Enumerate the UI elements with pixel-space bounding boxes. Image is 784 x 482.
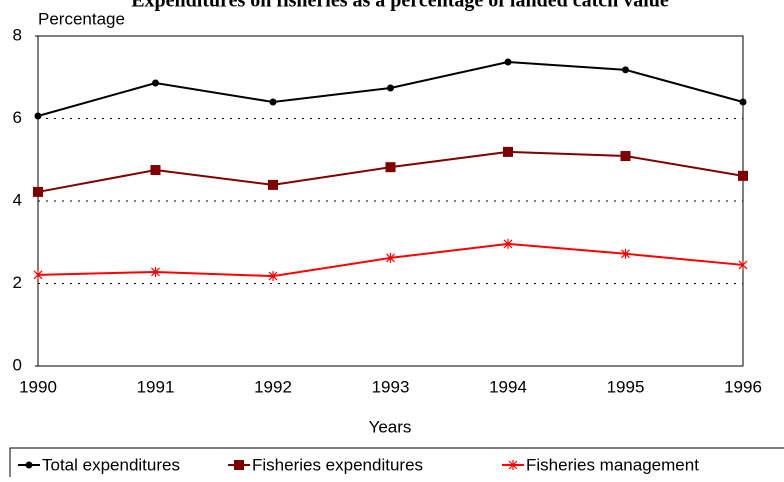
x-tick-label: 1995	[607, 377, 645, 396]
data-point	[738, 170, 748, 181]
data-point	[739, 98, 747, 106]
y-tick-label: 2	[13, 273, 22, 292]
x-tick-label: 1991	[137, 377, 175, 396]
data-point	[386, 252, 395, 263]
data-point	[269, 98, 277, 106]
legend-marker	[25, 461, 33, 469]
data-point	[387, 84, 394, 92]
data-point	[268, 271, 278, 282]
y-tick-label: 6	[13, 108, 22, 127]
data-point	[738, 259, 748, 270]
data-point	[503, 238, 513, 249]
data-point	[33, 269, 43, 280]
y-tick-label: 4	[13, 190, 22, 209]
x-tick-label: 1994	[489, 377, 527, 396]
data-point	[504, 58, 512, 66]
data-point	[268, 179, 278, 190]
y-tick-label: 0	[13, 355, 22, 374]
x-tick-label: 1993	[372, 377, 410, 396]
data-point	[33, 186, 43, 197]
data-point	[34, 112, 42, 120]
data-point	[622, 66, 629, 74]
legend-label: Total expenditures	[42, 455, 180, 474]
chart-title: Expenditures on fisheries as a percentag…	[131, 0, 669, 12]
data-point	[621, 248, 630, 259]
legend-marker	[234, 460, 244, 470]
legend-label: Fisheries management	[526, 455, 699, 474]
x-tick-label: 1992	[254, 377, 292, 396]
legend-frame	[9, 447, 784, 482]
data-point	[385, 162, 396, 173]
y-axis-label: Percentage	[38, 9, 125, 28]
x-axis-label: Years	[369, 417, 412, 436]
data-point	[151, 266, 160, 277]
y-tick-label: 8	[13, 25, 22, 44]
x-tick-label: 1996	[724, 377, 762, 396]
data-point	[150, 165, 161, 176]
data-point	[503, 146, 513, 157]
data-point	[620, 151, 631, 162]
x-tick-label: 1990	[19, 377, 57, 396]
data-point	[152, 79, 159, 87]
legend-marker	[508, 460, 518, 470]
legend-label: Fisheries expenditures	[252, 455, 423, 474]
